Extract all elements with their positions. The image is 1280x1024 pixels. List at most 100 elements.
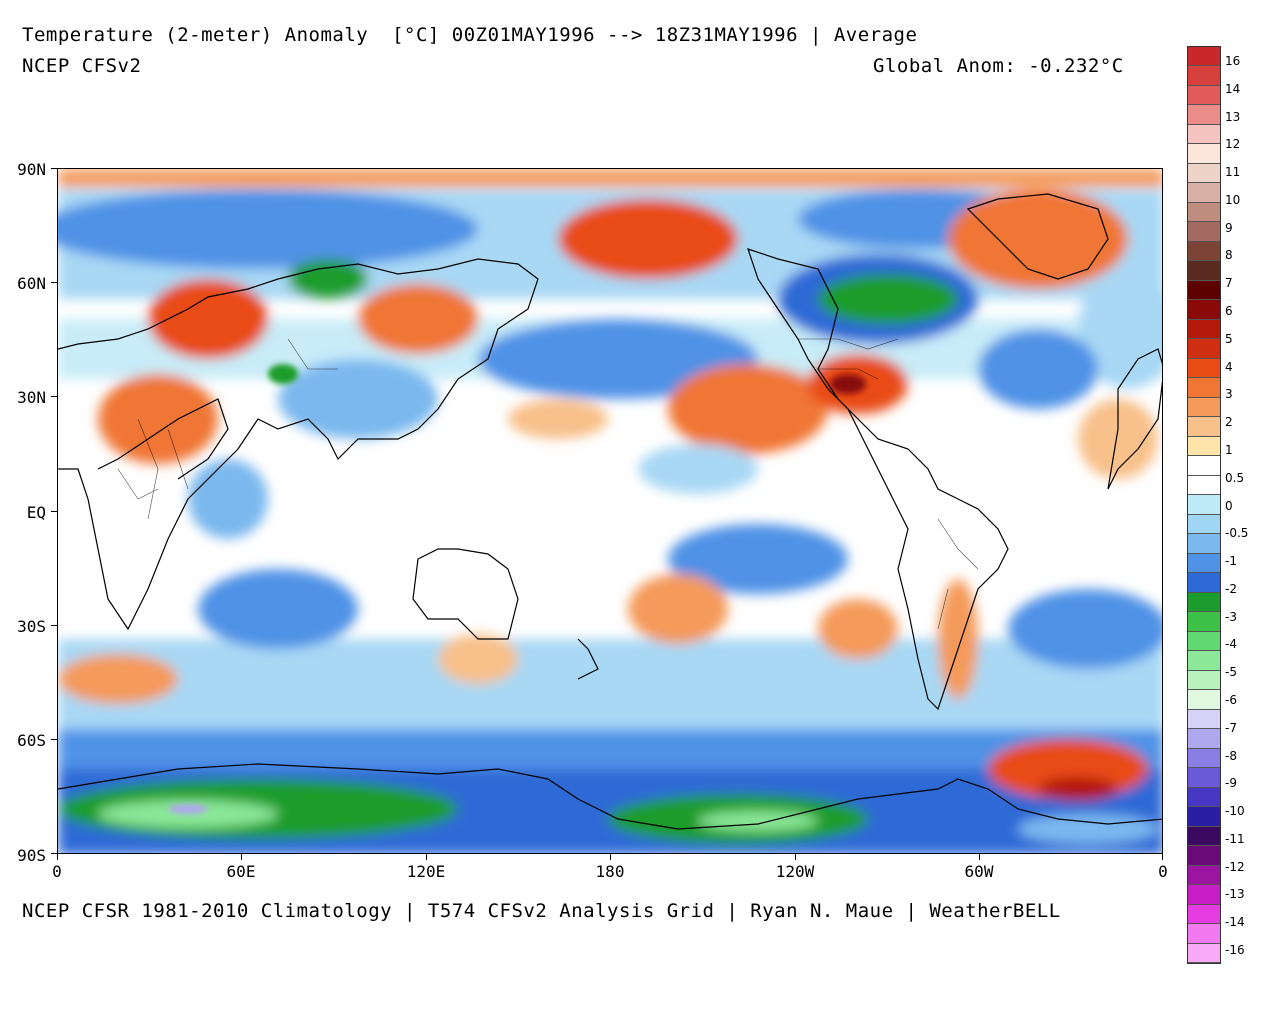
colorbar-label: 7 — [1225, 276, 1233, 291]
lon-label-0-left: 0 — [52, 862, 62, 881]
colorbar-label: 9 — [1225, 220, 1233, 235]
colorbar-swatch — [1188, 748, 1220, 769]
colorbar-label: -14 — [1225, 915, 1245, 930]
colorbar-swatch — [1188, 222, 1220, 242]
colorbar-swatch — [1188, 846, 1220, 866]
lat-label-90s: 90S — [17, 846, 46, 865]
colorbar-swatch — [1188, 690, 1220, 710]
colorbar-label: -10 — [1225, 804, 1245, 819]
colorbar-swatch — [1188, 85, 1220, 106]
colorbar-label: 0 — [1225, 498, 1233, 513]
lat-label-60n: 60N — [17, 274, 46, 293]
colorbar-label: -1 — [1225, 554, 1237, 569]
colorbar-swatch — [1188, 592, 1220, 613]
colorbar-label: -7 — [1225, 720, 1237, 735]
colorbar-swatch — [1188, 670, 1220, 691]
anomaly-field — [58, 169, 1162, 853]
colorbar-label: 0.5 — [1225, 470, 1245, 485]
colorbar-swatch — [1188, 807, 1220, 827]
colorbar-swatch — [1188, 631, 1220, 652]
colorbar-swatch — [1188, 436, 1220, 457]
colorbar-label: 2 — [1225, 415, 1233, 430]
colorbar-swatch — [1188, 144, 1220, 164]
lon-label-120w: 120W — [775, 862, 815, 881]
colorbar-swatch — [1188, 358, 1220, 379]
colorbar-swatch — [1188, 651, 1220, 671]
colorbar-swatch — [1188, 417, 1220, 437]
footer-credits: NCEP CFSR 1981-2010 Climatology | T574 C… — [22, 900, 1061, 922]
colorbar-label: -13 — [1225, 887, 1245, 902]
colorbar-swatch — [1188, 261, 1220, 281]
colorbar-swatch — [1188, 534, 1220, 554]
colorbar-label: 16 — [1225, 54, 1241, 68]
lon-label-180: 180 — [595, 862, 625, 881]
colorbar-label: 12 — [1225, 137, 1241, 152]
colorbar-swatch — [1188, 202, 1220, 223]
lon-label-0-right: 0 — [1158, 862, 1168, 881]
colorbar-label: 6 — [1225, 304, 1233, 319]
colorbar-swatch — [1188, 826, 1220, 847]
colorbar-label: -3 — [1225, 609, 1237, 624]
coastlines — [58, 193, 1162, 830]
colorbar-label: -2 — [1225, 581, 1237, 596]
colorbar-swatch — [1188, 183, 1220, 203]
colorbar-swatch — [1188, 943, 1220, 963]
colorbar-label: -5 — [1225, 665, 1237, 680]
colorbar-swatch — [1188, 47, 1220, 67]
colorbar-swatch — [1188, 241, 1220, 262]
colorbar-label: -4 — [1225, 637, 1237, 652]
colorbar-label: 11 — [1225, 165, 1241, 180]
colorbar-swatch — [1188, 924, 1220, 944]
colorbar-label: 3 — [1225, 387, 1233, 402]
colorbar-swatch — [1188, 319, 1220, 340]
colorbar-swatch — [1188, 904, 1220, 925]
colorbar-swatch — [1188, 787, 1220, 808]
colorbar-label: 10 — [1225, 192, 1241, 207]
lat-label-90n: 90N — [17, 160, 46, 179]
colorbar-label: -0.5 — [1225, 526, 1249, 541]
colorbar-label: -9 — [1225, 776, 1237, 791]
colorbar-swatch — [1188, 768, 1220, 788]
colorbar-swatch — [1188, 573, 1220, 593]
colorbar-swatch — [1188, 495, 1220, 515]
colorbar-swatch — [1188, 514, 1220, 535]
colorbar-label: 4 — [1225, 359, 1233, 374]
colorbar-label: 14 — [1225, 81, 1241, 96]
colorbar-swatch — [1188, 709, 1220, 730]
colorbar-label: 8 — [1225, 248, 1233, 263]
colorbar-swatch — [1188, 612, 1220, 632]
colorbar-swatch — [1188, 124, 1220, 145]
colorbar-swatch — [1188, 300, 1220, 320]
lon-label-60e: 60E — [226, 862, 256, 881]
colorbar-swatch — [1188, 885, 1220, 905]
colorbar-swatch — [1188, 729, 1220, 749]
colorbar-swatch — [1188, 163, 1220, 184]
colorbar-label: -12 — [1225, 859, 1245, 874]
colorbar-swatch — [1188, 397, 1220, 418]
lon-label-60w: 60W — [964, 862, 994, 881]
colorbar-swatch — [1188, 475, 1220, 496]
colorbar-swatch — [1188, 280, 1220, 301]
colorbar-swatch — [1188, 865, 1220, 886]
chart-title: Temperature (2-meter) Anomaly [°C] 00Z01… — [22, 24, 918, 46]
colorbar-label: -8 — [1225, 748, 1237, 763]
colorbar-swatch — [1188, 66, 1220, 86]
colorbar-swatch — [1188, 456, 1220, 476]
lon-label-120e: 120E — [406, 862, 446, 881]
colorbar-label: -11 — [1225, 831, 1245, 846]
global-anomaly-value: Global Anom: -0.232°C — [873, 55, 1124, 77]
colorbar-label: 1 — [1225, 442, 1233, 457]
anomaly-map — [57, 168, 1163, 854]
colorbar-label: 13 — [1225, 109, 1241, 124]
colorbar-label: -6 — [1225, 692, 1237, 707]
lat-label-60s: 60S — [17, 731, 46, 750]
lat-label-eq: EQ — [26, 503, 46, 522]
colorbar-label: 5 — [1225, 331, 1233, 346]
colorbar-label: -16 — [1225, 943, 1245, 957]
colorbar — [1187, 46, 1221, 964]
colorbar-swatch — [1188, 553, 1220, 574]
colorbar-swatch — [1188, 378, 1220, 398]
anomaly-map-svg — [58, 169, 1162, 853]
lat-label-30s: 30S — [17, 617, 46, 636]
political-borders — [117, 338, 979, 630]
